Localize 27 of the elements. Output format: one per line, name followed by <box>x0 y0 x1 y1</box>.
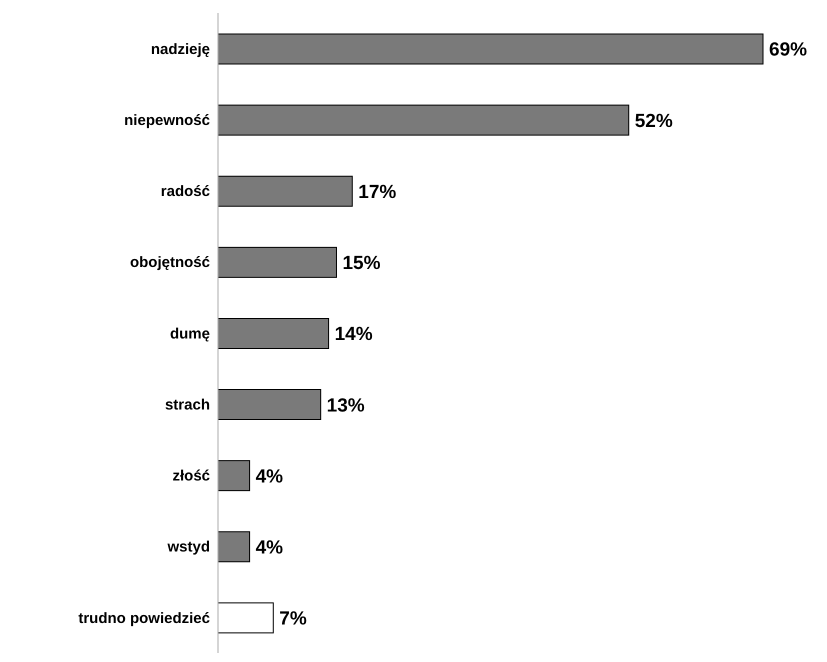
bar <box>218 460 250 492</box>
y-tick-label: dumę <box>170 325 210 342</box>
y-tick-label: radość <box>160 183 210 200</box>
data-label: 4% <box>256 466 284 488</box>
y-tick-label: strach <box>164 396 210 414</box>
y-tick-label: obojętność <box>130 254 210 272</box>
bar <box>218 104 630 136</box>
y-tick-label: złość <box>172 468 210 485</box>
bar <box>218 531 250 562</box>
data-label: 7% <box>279 608 307 630</box>
bar <box>218 318 330 349</box>
bar <box>218 34 764 64</box>
y-tick-label: trudno powiedzieć <box>78 610 210 627</box>
data-label: 4% <box>256 538 284 559</box>
bar <box>218 389 322 420</box>
data-label: 13% <box>326 395 365 416</box>
y-tick-label: niepewność <box>124 112 210 129</box>
bar <box>218 246 337 278</box>
bar <box>218 176 353 207</box>
data-label: 14% <box>334 324 373 346</box>
data-label: 17% <box>358 182 396 203</box>
y-tick-label: wstyd <box>166 538 210 556</box>
bar <box>218 602 274 634</box>
data-label: 52% <box>634 110 673 132</box>
y-tick-label: nadzieję <box>150 40 210 58</box>
data-label: 15% <box>342 253 381 274</box>
data-label: 69% <box>769 40 808 61</box>
